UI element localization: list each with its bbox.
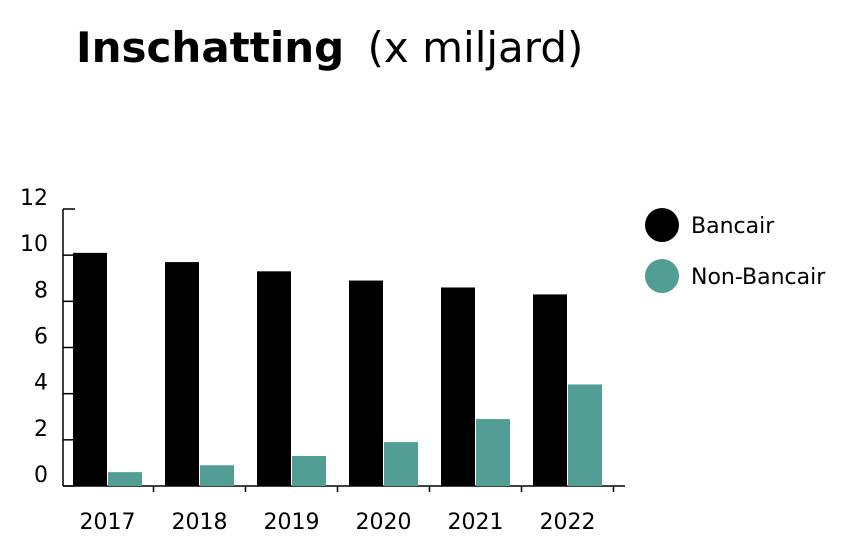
bar-bancair-2017 — [73, 252, 107, 486]
y-tick-label: 10 — [20, 232, 48, 257]
x-tick-label: 2019 — [264, 510, 320, 535]
y-tick-label: 6 — [34, 325, 48, 350]
x-tick-label: 2020 — [356, 510, 412, 535]
y-tick-label: 8 — [34, 278, 48, 303]
bar-bancair-2021 — [441, 287, 475, 486]
bar-non-bancair-2019 — [292, 455, 326, 486]
bar-non-bancair-2020 — [384, 442, 418, 486]
chart-title: Inschatting (x miljard) — [76, 23, 583, 72]
legend-label: Non-Bancair — [691, 265, 826, 290]
chart-title-main: Inschatting — [76, 23, 344, 72]
bar-bancair-2019 — [257, 271, 291, 486]
bar-non-bancair-2022 — [568, 384, 602, 486]
x-tick-label: 2018 — [172, 510, 228, 535]
bar-bancair-2022 — [533, 294, 567, 486]
x-tick-label: 2021 — [448, 510, 504, 535]
x-tick-label: 2017 — [80, 510, 136, 535]
legend-swatch-non-bancair — [645, 259, 679, 293]
bars — [73, 252, 602, 486]
bar-non-bancair-2017 — [108, 472, 142, 486]
y-tick-label: 4 — [34, 371, 48, 396]
y-tick-label: 0 — [34, 463, 48, 488]
bar-bancair-2018 — [165, 262, 199, 486]
bar-non-bancair-2018 — [200, 465, 234, 486]
y-tick-label: 2 — [34, 417, 48, 442]
bar-bancair-2020 — [349, 280, 383, 486]
axes: 0 2 4 6 8 10 12 2017 2018 2019 2020 2021 2022 — [20, 186, 625, 535]
chart-subtitle: (x miljard) — [368, 23, 584, 72]
y-tick-label: 12 — [20, 186, 48, 211]
x-tick-label: 2022 — [540, 510, 596, 535]
legend-swatch-bancair — [645, 208, 679, 242]
legend: Bancair Non-Bancair — [645, 208, 826, 293]
bar-non-bancair-2021 — [476, 419, 510, 486]
legend-label: Bancair — [691, 214, 775, 239]
